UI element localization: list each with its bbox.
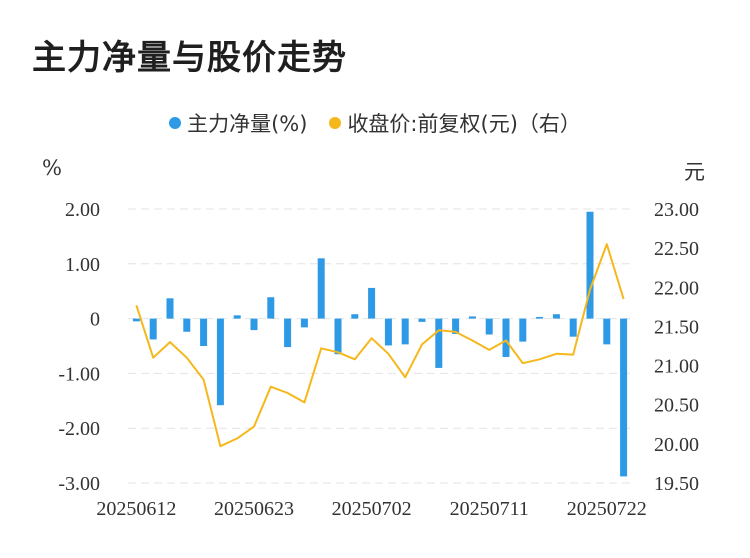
- bar: [216, 318, 224, 406]
- x-tick-label: 20250702: [332, 498, 412, 520]
- right-tick-label: 19.50: [654, 473, 699, 495]
- right-tick-label: 22.50: [654, 238, 699, 260]
- legend-label-close-price: 收盘价:前复权(元)（右）: [347, 112, 581, 136]
- left-tick-label: 2.00: [65, 199, 100, 221]
- legend-item-close-price[interactable]: 收盘价:前复权(元)（右）: [329, 108, 581, 138]
- x-tick-label: 20250722: [567, 498, 647, 520]
- bar: [300, 318, 308, 328]
- bar: [569, 318, 577, 337]
- bar: [166, 298, 174, 319]
- bar: [132, 318, 140, 322]
- legend-label-net-flow: 主力净量(%): [187, 112, 308, 136]
- bar: [452, 318, 460, 334]
- right-tick-label: 21.00: [654, 356, 699, 378]
- bar: [620, 318, 628, 477]
- bar: [552, 314, 560, 319]
- right-axis-unit: 元: [684, 160, 705, 184]
- bar: [149, 318, 157, 340]
- bar: [233, 315, 241, 319]
- left-tick-label: 1.00: [65, 254, 100, 276]
- bar: [334, 318, 342, 355]
- legend-marker-bar: [169, 117, 182, 129]
- bar: [401, 318, 409, 345]
- right-tick-label: 23.00: [654, 199, 699, 221]
- x-tick-label: 20250623: [214, 498, 294, 520]
- bar: [368, 287, 376, 319]
- bar: [183, 318, 191, 332]
- chart-title: 主力净量与股价走势: [32, 38, 347, 78]
- bar: [250, 318, 258, 331]
- left-tick-label: -3.00: [58, 473, 100, 495]
- legend-marker-line: [329, 117, 342, 129]
- x-tick-label: 20250612: [96, 498, 176, 520]
- right-tick-label: 22.00: [654, 277, 699, 299]
- bar: [468, 316, 476, 319]
- bar: [603, 318, 611, 345]
- bar: [200, 318, 208, 346]
- bar: [502, 318, 510, 357]
- bar: [317, 258, 325, 319]
- bar: [519, 318, 527, 342]
- left-tick-label: 0: [90, 309, 100, 331]
- legend: 主力净量(%) 收盘价:前复权(元)（右）: [0, 108, 750, 138]
- left-tick-label: -1.00: [58, 363, 100, 385]
- bar: [384, 318, 392, 346]
- right-tick-label: 21.50: [654, 316, 699, 338]
- bar: [435, 318, 443, 368]
- bar: [284, 318, 292, 348]
- right-tick-label: 20.00: [654, 434, 699, 456]
- bar: [536, 316, 544, 319]
- bar: [267, 297, 275, 319]
- x-tick-label: 20250711: [450, 498, 529, 520]
- bar: [418, 318, 426, 322]
- price-line: [135, 243, 625, 448]
- right-tick-label: 20.50: [654, 395, 699, 417]
- legend-item-net-flow[interactable]: 主力净量(%): [169, 108, 307, 138]
- bar: [485, 318, 493, 335]
- bar: [351, 314, 359, 319]
- left-axis-unit: %: [42, 156, 62, 180]
- bar: [586, 211, 594, 319]
- left-tick-label: -2.00: [58, 418, 100, 440]
